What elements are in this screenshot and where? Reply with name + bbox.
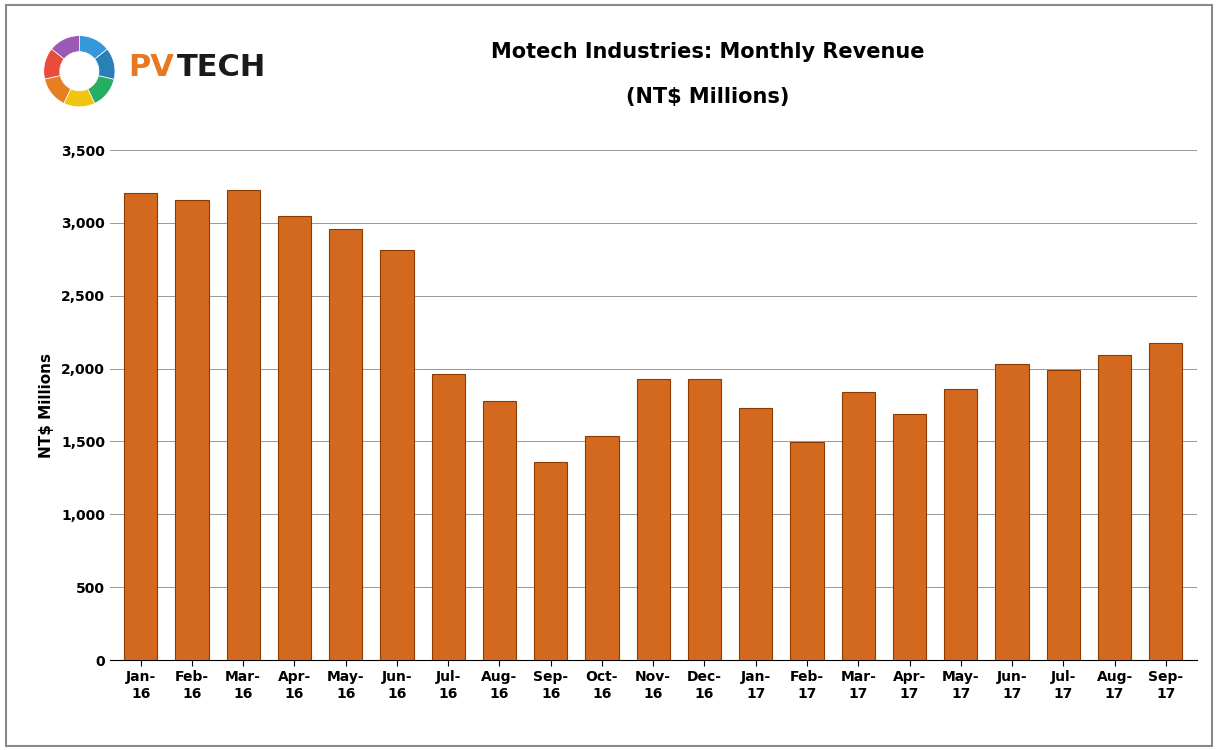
Bar — [585, 436, 619, 660]
Bar — [944, 389, 978, 660]
Bar — [1046, 370, 1079, 660]
Wedge shape — [88, 76, 114, 104]
Bar — [431, 374, 465, 660]
Text: (NT$ Millions): (NT$ Millions) — [626, 88, 790, 107]
Bar — [687, 379, 722, 660]
Text: TECH: TECH — [177, 53, 266, 82]
Bar — [176, 200, 209, 660]
Bar — [1149, 343, 1182, 660]
Wedge shape — [63, 89, 95, 106]
Text: Motech Industries: Monthly Revenue: Motech Industries: Monthly Revenue — [491, 43, 926, 62]
Bar — [482, 400, 516, 660]
Bar — [277, 216, 311, 660]
Bar — [636, 379, 670, 660]
Wedge shape — [95, 49, 115, 80]
Bar — [227, 190, 260, 660]
Bar — [841, 392, 875, 660]
Bar — [380, 250, 414, 660]
Bar — [790, 442, 824, 660]
Bar — [328, 229, 363, 660]
Text: PV: PV — [128, 53, 175, 82]
Wedge shape — [79, 36, 107, 59]
Wedge shape — [51, 36, 79, 59]
Bar — [1098, 355, 1131, 660]
Bar — [739, 408, 773, 660]
Bar — [125, 193, 158, 660]
Y-axis label: NT$ Millions: NT$ Millions — [39, 352, 54, 458]
Bar — [534, 462, 568, 660]
Bar — [995, 364, 1029, 660]
Wedge shape — [45, 76, 71, 104]
Wedge shape — [44, 49, 63, 80]
Bar — [893, 415, 927, 660]
